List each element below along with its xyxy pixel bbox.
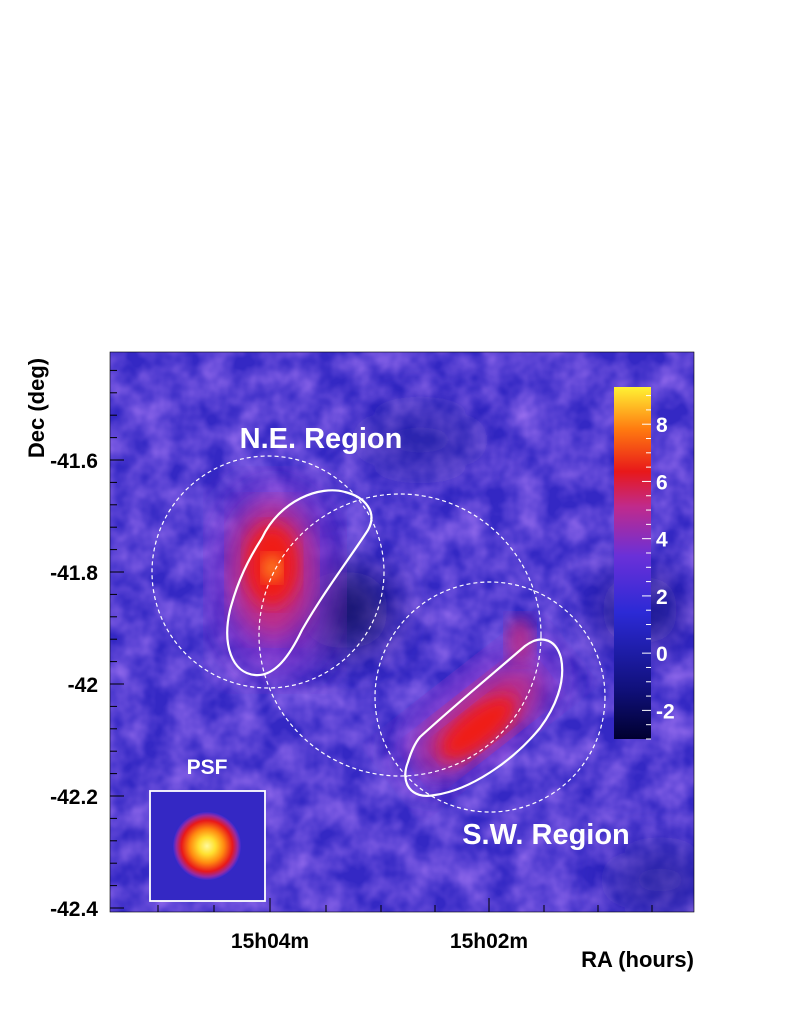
colorbar-tick-label: 6 (656, 471, 668, 494)
x-tick-label: 15h02m (450, 930, 528, 953)
psf-label: PSF (187, 756, 228, 779)
colorbar-tick-label: -2 (656, 700, 675, 723)
y-axis-label: Dec (deg) (24, 358, 49, 458)
y-tick-label: -41.6 (50, 450, 98, 473)
sw-region-contour (404, 638, 564, 797)
psf-blob (173, 812, 241, 880)
colorbar-tick-label: 8 (656, 414, 668, 437)
sw-hotspot (400, 616, 560, 783)
ne-region-contour (226, 489, 373, 677)
plot-frame (109, 351, 695, 913)
colorbar-ticks: 8 6 4 2 0 -2 (642, 395, 675, 740)
colorbar-gradient (614, 387, 651, 739)
y-tick-label: -42 (68, 674, 98, 697)
plot-area (110, 352, 694, 912)
ne-region-label: N.E. Region (240, 423, 403, 455)
colorbar-tick-label: 2 (656, 586, 668, 609)
y-tick-label: -42.2 (50, 786, 98, 809)
x-axis-label: RA (hours) (581, 947, 694, 972)
region-contours (226, 489, 564, 797)
sw-region-label: S.W. Region (462, 819, 630, 851)
central-circle (258, 493, 542, 777)
x-axis: 15h04m 15h02m (157, 898, 653, 953)
y-tick-label: -42.4 (50, 898, 98, 921)
ne-circle (151, 455, 385, 689)
y-tick-label: -41.8 (50, 562, 98, 585)
colorbar-tick-label: 0 (656, 643, 668, 666)
psf-inset (149, 790, 266, 902)
x-tick-label: 15h04m (231, 930, 309, 953)
sw-circle (374, 581, 606, 813)
colorbar: 8 6 4 2 0 -2 (614, 387, 675, 740)
ne-hotspot (215, 485, 335, 675)
colorbar-tick-label: 4 (656, 529, 668, 552)
dashed-circles (151, 455, 606, 813)
y-axis: -41.6 -41.8 -42 -42.2 -42.4 (50, 369, 124, 921)
